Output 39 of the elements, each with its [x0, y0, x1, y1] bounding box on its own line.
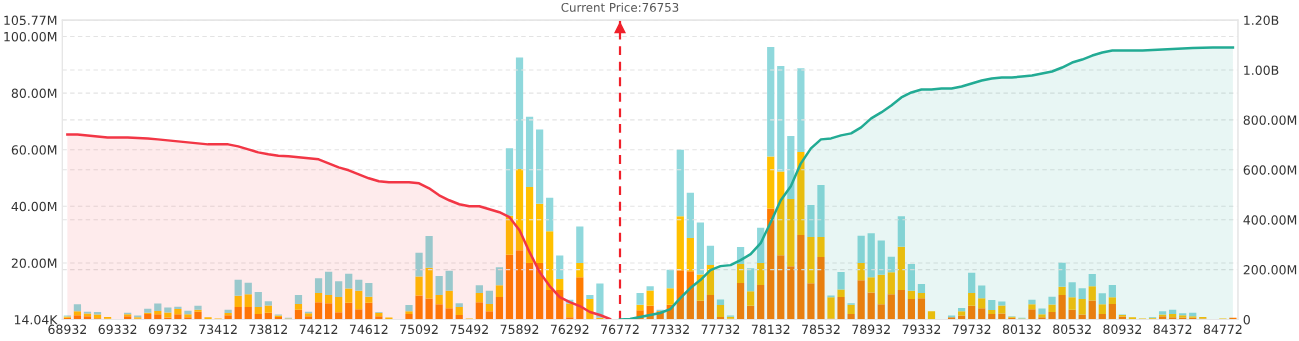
x-tick-label: 69732 — [148, 324, 187, 335]
ref-line-label: Current Price:76753 — [561, 2, 679, 12]
x-tick-label: 79332 — [902, 324, 941, 335]
x-tick-label: 78932 — [852, 324, 890, 335]
y-tick-label: 20.00M — [11, 258, 57, 268]
x-tick-label: 80532 — [1053, 324, 1091, 335]
x-tick-label: 68932 — [48, 324, 87, 335]
x-tick-label: 73412 — [199, 324, 237, 335]
y2-tick-label: 200.00M — [1243, 265, 1297, 275]
x-tick-label: 75092 — [400, 324, 438, 335]
y-tick-label: 80.00M — [11, 88, 57, 98]
y2-tick-label: 800.00M — [1243, 115, 1297, 125]
y-tick-label: 60.00M — [11, 145, 57, 155]
x-tick-label: 79732 — [952, 324, 991, 335]
y2-tick-label: 400.00M — [1243, 215, 1297, 225]
x-tick-label: 77332 — [651, 324, 689, 335]
y-tick-label: 14.04K — [14, 314, 58, 325]
x-tick-label: 73812 — [249, 324, 287, 335]
x-tick-label: 74612 — [349, 324, 388, 335]
y-tick-label: 100.00M — [4, 31, 57, 42]
x-tick-label: 80932 — [1103, 324, 1142, 335]
x-tick-label: 84772 — [1203, 324, 1242, 335]
y2-tick-label: 0 — [1243, 314, 1250, 325]
x-tick-label: 78132 — [751, 324, 790, 335]
y-tick-label: 40.00M — [11, 201, 57, 212]
y-tick-label: 105.77M — [4, 15, 57, 26]
x-tick-label: 69332 — [98, 324, 137, 335]
x-tick-label: 77732 — [701, 324, 740, 335]
x-tick-label: 78532 — [802, 324, 840, 335]
x-tick-label: 74212 — [299, 324, 338, 334]
x-tick-label: 80132 — [1002, 324, 1041, 335]
y2-tick-label: 600.00M — [1243, 165, 1297, 175]
x-tick-label: 75892 — [500, 324, 539, 335]
x-tick-label: 76772 — [601, 324, 639, 335]
x-tick-label: 75492 — [450, 324, 488, 335]
y2-tick-label: 1.20B — [1244, 15, 1279, 26]
x-tick-label: 76292 — [550, 324, 589, 335]
x-tick-label: 84372 — [1153, 324, 1192, 335]
y2-tick-label: 1.00B — [1244, 65, 1279, 75]
